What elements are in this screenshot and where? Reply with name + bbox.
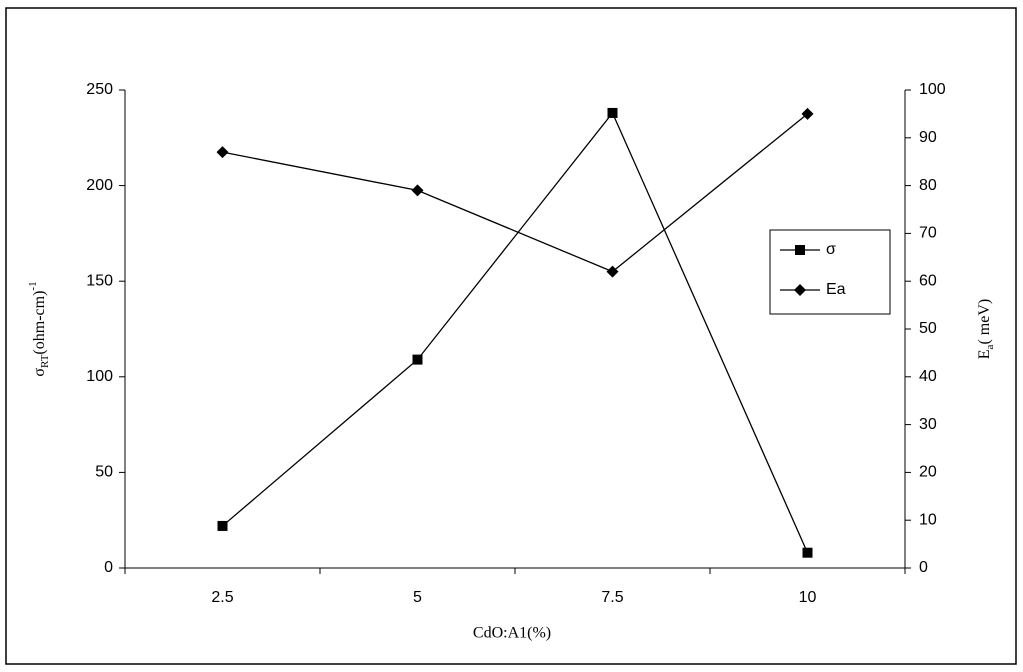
y2-tick-label: 70 xyxy=(919,225,937,242)
marker xyxy=(801,107,814,120)
marker xyxy=(411,184,424,197)
legend-label: Ea xyxy=(826,281,846,298)
y2-tick-label: 100 xyxy=(919,81,946,98)
y2-axis-label-part: ( meV) xyxy=(976,299,993,345)
x-tick-label: 10 xyxy=(799,589,817,606)
y2-tick-label: 50 xyxy=(919,320,937,337)
chart-border xyxy=(5,7,1017,665)
marker xyxy=(606,265,619,278)
x-tick-label: 7.5 xyxy=(601,589,623,606)
y2-axis-label-part: E xyxy=(976,349,993,359)
y2-tick-label: 0 xyxy=(919,559,928,576)
y-axis-label-part: σ xyxy=(31,368,48,377)
y2-axis-label: Ea( meV) xyxy=(976,299,996,359)
marker xyxy=(802,547,813,558)
x-tick-label: 5 xyxy=(413,589,422,606)
marker xyxy=(412,354,423,365)
y2-tick-label: 80 xyxy=(919,177,937,194)
y2-tick-label: 40 xyxy=(919,368,937,385)
y-tick-label: 0 xyxy=(104,559,113,576)
y2-tick-label: 20 xyxy=(919,464,937,481)
legend-label: σ xyxy=(826,241,836,258)
y-axis-label-part: (ohm-cm) xyxy=(31,291,48,355)
marker xyxy=(217,520,228,531)
y-tick-label: 150 xyxy=(86,272,113,289)
y-axis-label-part: RT xyxy=(39,354,51,368)
y-tick-label: 200 xyxy=(86,177,113,194)
legend-marker xyxy=(794,284,806,296)
marker xyxy=(216,146,229,159)
series-line xyxy=(222,113,808,273)
y-tick-label: 100 xyxy=(86,368,113,385)
marker xyxy=(607,107,618,118)
y2-tick-label: 30 xyxy=(919,416,937,433)
legend-box xyxy=(769,229,891,315)
y2-tick-label: 90 xyxy=(919,129,937,146)
y2-axis-label-part: a xyxy=(984,344,996,349)
y-axis-label-part: -1 xyxy=(27,281,39,290)
x-tick-label: 2.5 xyxy=(211,589,233,606)
legend-marker xyxy=(795,245,805,255)
y-tick-label: 250 xyxy=(86,81,113,98)
series-line xyxy=(222,111,809,553)
y2-tick-label: 10 xyxy=(919,511,937,528)
y-tick-label: 50 xyxy=(95,464,113,481)
x-axis-label: CdO:A1(%) xyxy=(473,625,551,642)
y2-tick-label: 60 xyxy=(919,272,937,289)
y-axis-label: σRT(ohm-cm)-1 xyxy=(27,281,51,376)
